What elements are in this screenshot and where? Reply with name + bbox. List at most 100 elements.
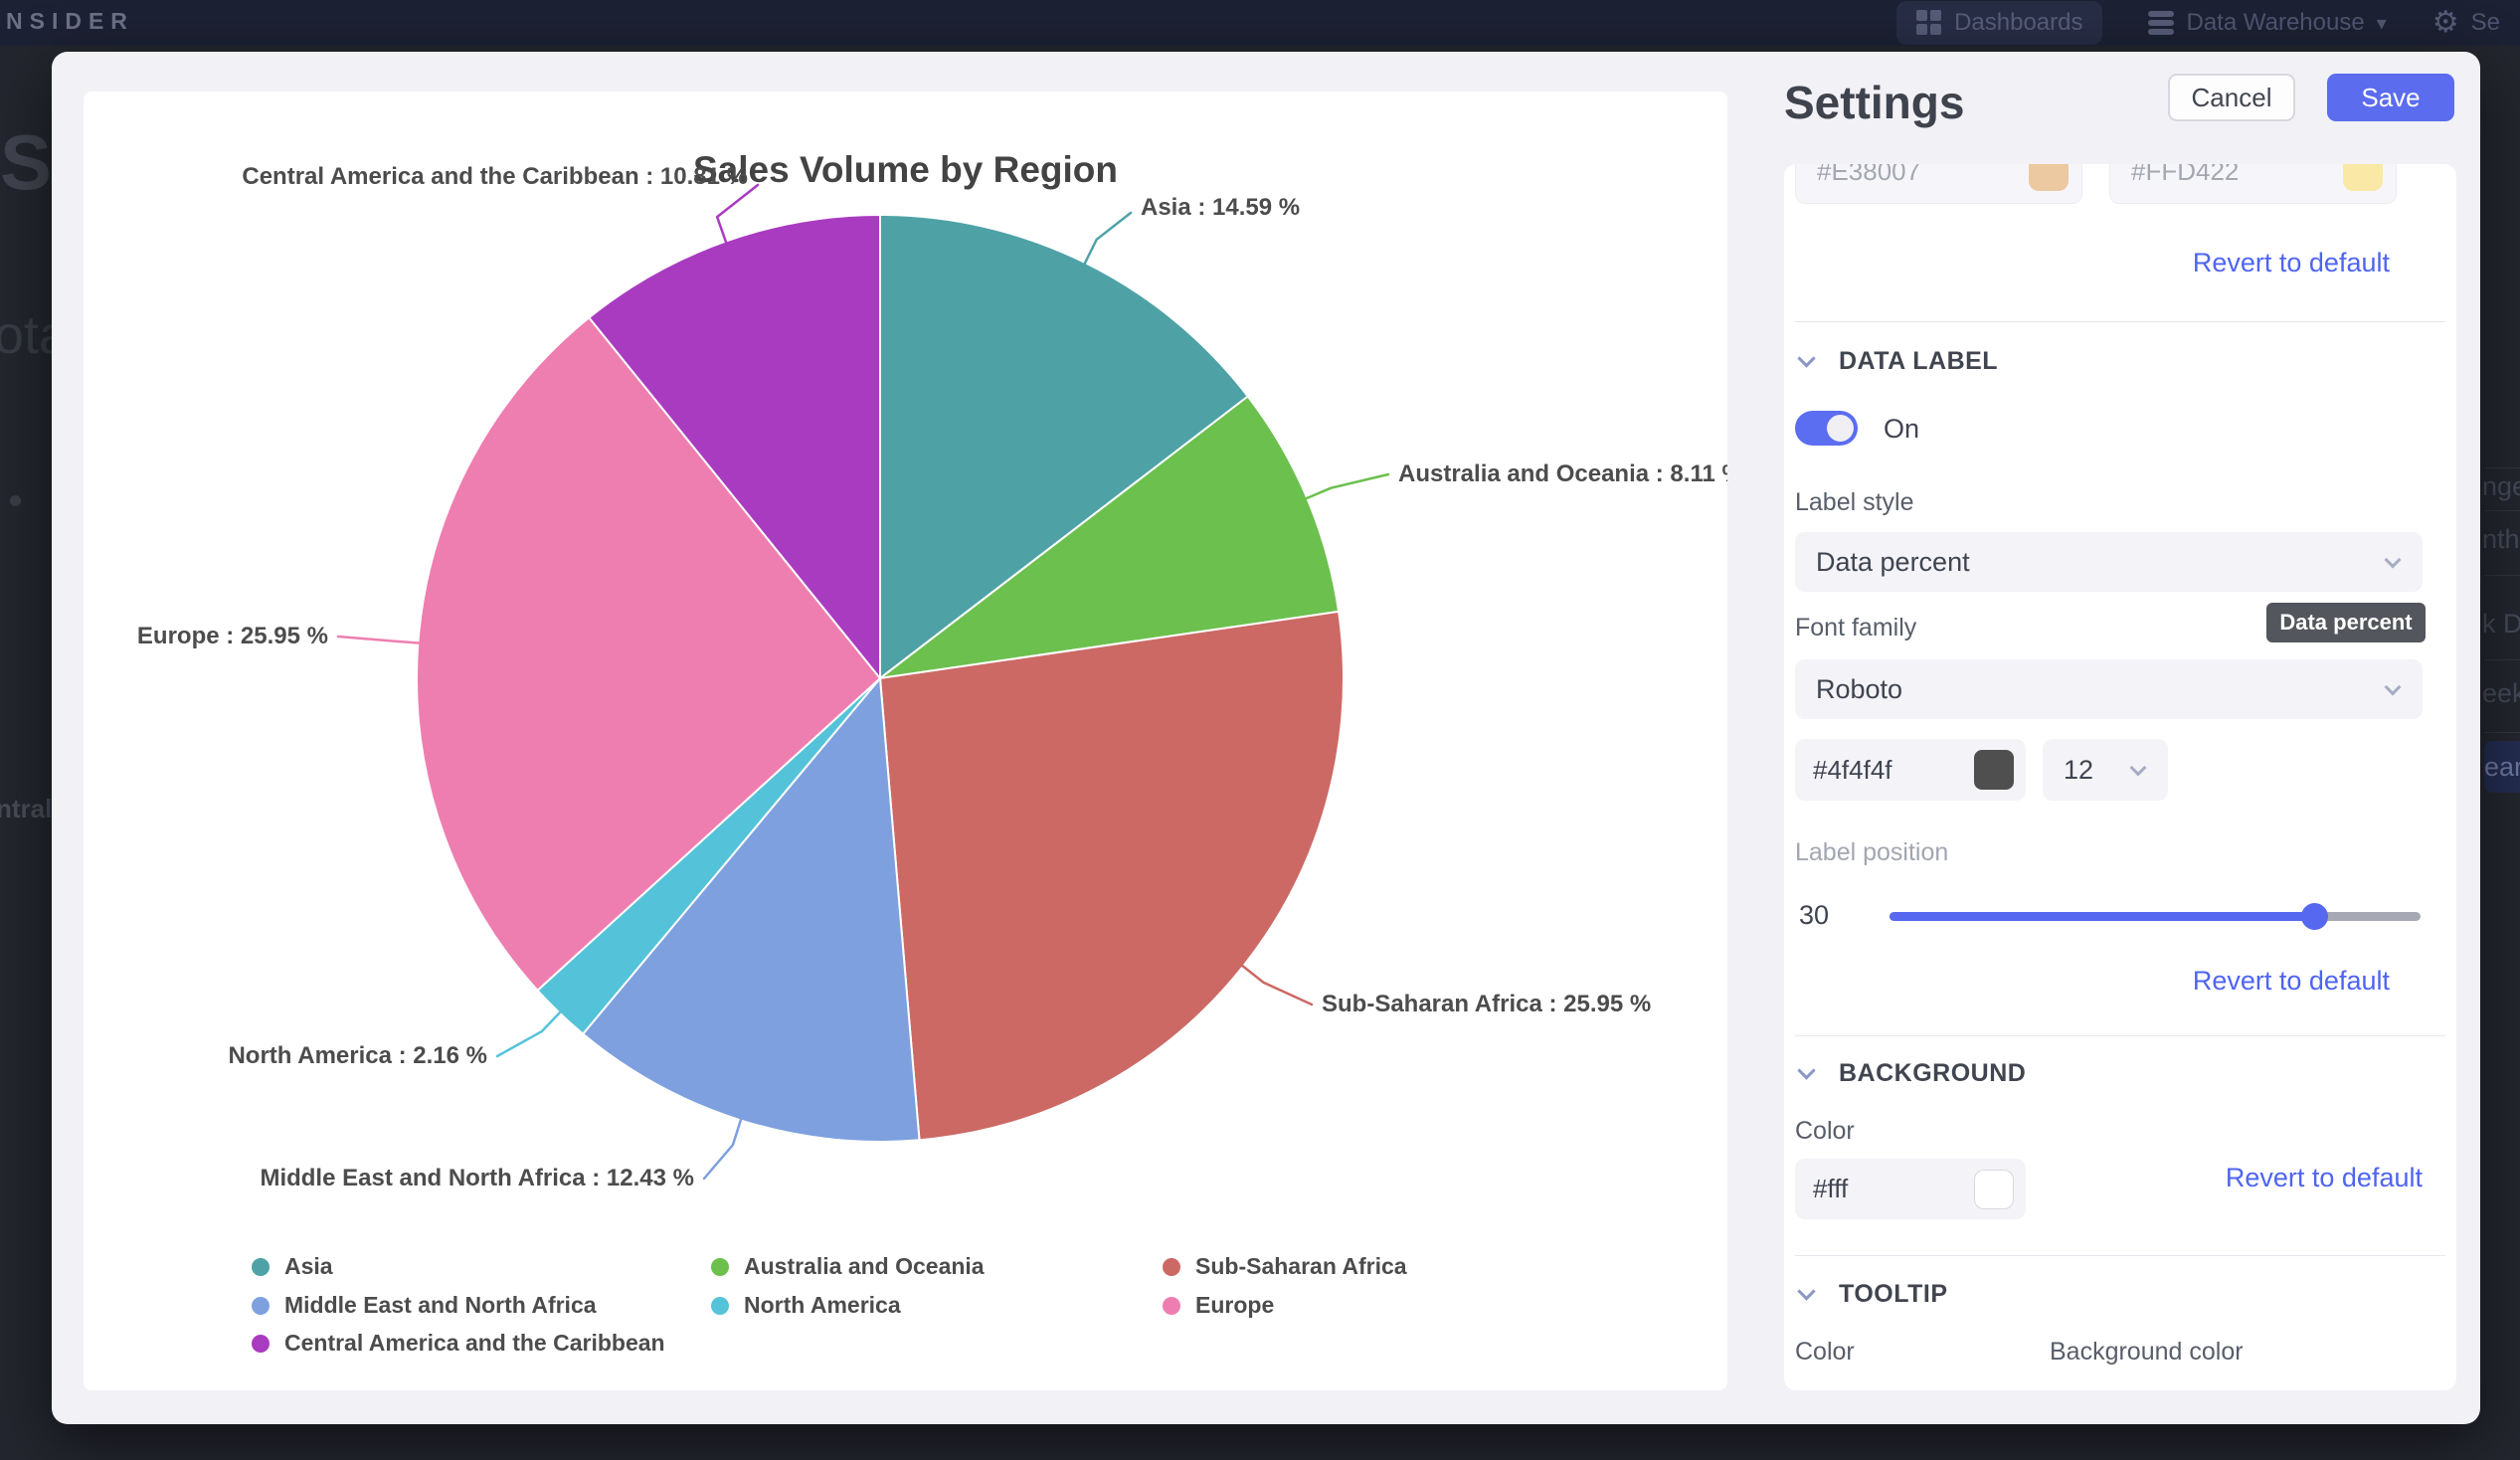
label-position-row: 30 xyxy=(1784,900,2456,940)
section-divider xyxy=(1795,1035,2445,1036)
legend-label: Asia xyxy=(284,1253,333,1279)
pie-slice[interactable] xyxy=(878,610,1345,1142)
series-color-2-value[interactable]: #FFD422 xyxy=(2131,164,2240,186)
tooltip-section-header[interactable]: TOOLTIP xyxy=(1797,1280,1948,1309)
menu-divider xyxy=(2484,732,2520,733)
legend-item[interactable]: Asia xyxy=(252,1253,333,1280)
nav-dashboards-label: Dashboards xyxy=(1954,9,2083,36)
series-color-2-swatch[interactable] xyxy=(2343,164,2383,191)
pie-label-line xyxy=(1083,211,1133,267)
legend-label: Central America and the Caribbean xyxy=(284,1330,665,1356)
slider-fill xyxy=(1890,912,2315,921)
series-color-input-2[interactable]: #FFD422 xyxy=(2109,164,2397,204)
nav-settings-button[interactable]: ⚙ Se xyxy=(2432,8,2500,38)
legend-dot xyxy=(252,1296,270,1315)
background-heading: BACKGROUND xyxy=(1839,1059,2027,1087)
revert-background-link[interactable]: Revert to default xyxy=(2225,1163,2423,1192)
label-style-select[interactable]: Data percent xyxy=(1795,532,2423,592)
data-label-section-header[interactable]: DATA LABEL xyxy=(1797,347,1999,376)
background-color-swatch[interactable] xyxy=(1974,1169,2014,1209)
chevron-down-icon xyxy=(1797,349,1816,368)
background-text-fragment: ntral xyxy=(0,794,53,823)
pie-label-line xyxy=(495,1009,563,1058)
chart-title: Sales Volume by Region xyxy=(693,149,1118,190)
font-family-label: Font family xyxy=(1795,614,1917,641)
legend-label: Australia and Oceania xyxy=(744,1253,985,1279)
pie-label-line xyxy=(1304,472,1390,500)
database-icon xyxy=(2148,11,2175,35)
toggle-knob xyxy=(1827,415,1854,442)
page-title: Settings xyxy=(1784,77,1965,128)
background-menu-item: nth xyxy=(2482,524,2520,554)
legend-item[interactable]: Europe xyxy=(1163,1292,1274,1319)
settings-modal: Sales Volume by Region Asia : 14.59 % Aus… xyxy=(52,52,2480,1424)
data-label-heading: DATA LABEL xyxy=(1839,347,1999,375)
toggle-state-label: On xyxy=(1884,414,1920,444)
top-navbar: NSIDER Dashboards Data Warehouse ▾ ⚙ Se xyxy=(0,0,2520,46)
pie-callout-label: Sub-Saharan Africa : 25.95 % xyxy=(1322,991,1652,1017)
slider-thumb[interactable] xyxy=(2301,903,2329,930)
legend-dot xyxy=(711,1257,729,1276)
label-style-label: Label style xyxy=(1795,488,1914,516)
pie-label-line xyxy=(715,183,760,245)
legend-item[interactable]: Australia and Oceania xyxy=(711,1253,985,1280)
legend-item[interactable]: Central America and the Caribbean xyxy=(252,1330,665,1357)
chevron-down-icon xyxy=(1797,1061,1816,1080)
series-color-input-1[interactable]: #E38007 xyxy=(1795,164,2082,204)
section-divider xyxy=(1795,321,2445,322)
settings-card: #E38007 #FFD422 Revert to default DATA L… xyxy=(1784,164,2456,1390)
legend-dot xyxy=(252,1257,270,1276)
background-menu-item: k D xyxy=(2482,609,2520,639)
chevron-down-icon xyxy=(2384,551,2402,568)
cancel-button[interactable]: Cancel xyxy=(2168,74,2295,121)
font-family-select[interactable]: Roboto xyxy=(1795,659,2423,719)
label-style-tooltip: Data percent xyxy=(2266,603,2426,642)
legend-label: North America xyxy=(744,1292,901,1318)
nav-dashboards-button[interactable]: Dashboards xyxy=(1896,1,2103,45)
background-menu-item: eek xyxy=(2482,678,2520,708)
pie-callout-label: Europe : 25.95 % xyxy=(136,623,328,649)
pie-callout-label: Australia and Oceania : 8.11 % xyxy=(1398,460,1727,487)
chevron-down-icon: ▾ xyxy=(2376,12,2387,35)
tooltip-bg-color-label: Background color xyxy=(2050,1338,2244,1366)
revert-data-label-link[interactable]: Revert to default xyxy=(2192,966,2390,996)
background-color-value[interactable]: #fff xyxy=(1813,1174,1849,1203)
legend-label: Middle East and North Africa xyxy=(284,1292,597,1318)
menu-divider xyxy=(2484,575,2520,576)
save-button[interactable]: Save xyxy=(2327,74,2454,121)
background-section-header[interactable]: BACKGROUND xyxy=(1797,1059,2027,1088)
revert-series-colors-link[interactable]: Revert to default xyxy=(2192,248,2390,277)
background-color-label: Color xyxy=(1795,1117,1855,1145)
label-position-value: 30 xyxy=(1799,900,1830,930)
font-color-swatch[interactable] xyxy=(1974,750,2014,790)
nav-data-warehouse-button[interactable]: Data Warehouse ▾ xyxy=(2148,9,2387,37)
tooltip-heading: TOOLTIP xyxy=(1839,1280,1948,1308)
label-position-label: Label position xyxy=(1795,838,1949,866)
font-color-value[interactable]: #4f4f4f xyxy=(1813,754,1892,785)
legend-dot xyxy=(1163,1296,1180,1315)
chevron-down-icon xyxy=(2384,678,2402,695)
font-color-input[interactable]: #4f4f4f xyxy=(1795,739,2026,801)
app-logo: NSIDER xyxy=(6,8,134,34)
background-dot xyxy=(10,495,21,506)
chart-preview-card: Sales Volume by Region Asia : 14.59 % Aus… xyxy=(84,91,1727,1390)
pie-label-line xyxy=(702,1117,743,1181)
data-label-toggle[interactable] xyxy=(1795,411,1858,446)
menu-divider xyxy=(2484,467,2520,468)
series-color-1-value[interactable]: #E38007 xyxy=(1817,164,1921,186)
legend-item[interactable]: Middle East and North Africa xyxy=(252,1292,597,1319)
dashboards-grid-icon xyxy=(1916,10,1942,36)
pie-chart[interactable] xyxy=(84,91,1727,1390)
legend-item[interactable]: North America xyxy=(711,1292,901,1319)
legend-item[interactable]: Sub-Saharan Africa xyxy=(1163,1253,1407,1280)
legend-label: Europe xyxy=(1195,1292,1275,1318)
pie-callout-label: Asia : 14.59 % xyxy=(1141,194,1301,221)
legend-dot xyxy=(711,1296,729,1315)
series-color-1-swatch[interactable] xyxy=(2029,164,2069,191)
label-position-slider[interactable] xyxy=(1890,903,2421,930)
chevron-down-icon xyxy=(2129,759,2147,776)
background-color-input[interactable]: #fff xyxy=(1795,1159,2026,1219)
menu-divider xyxy=(2484,510,2520,511)
font-size-select[interactable]: 12 xyxy=(2043,739,2168,801)
